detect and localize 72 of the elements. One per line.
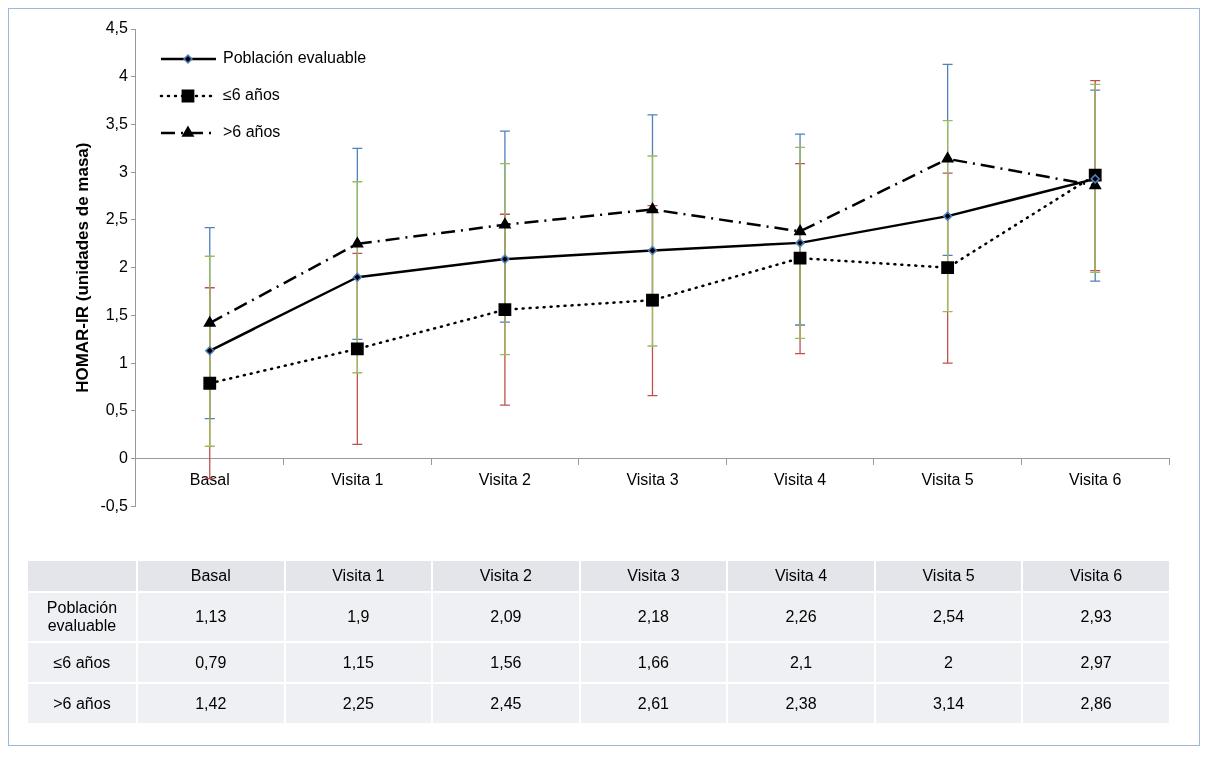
- point: [941, 152, 954, 163]
- data-label: 0,79: [136, 642, 285, 683]
- text: >6 años: [53, 694, 111, 712]
- data-label: 1,13: [136, 592, 285, 642]
- y-tick-label: 3: [119, 162, 129, 180]
- point: [352, 272, 363, 282]
- category-label: Visita 3: [627, 567, 680, 584]
- data-label: 2,93: [1022, 592, 1170, 642]
- data-label: 1,9: [284, 592, 433, 642]
- point: [1090, 174, 1100, 184]
- category-label: Visita 5: [922, 567, 975, 584]
- data-label: 2,61: [579, 683, 728, 724]
- y-axis-title: HOMAR-IR (unidades de masa): [72, 142, 92, 393]
- category-label: Visita 2: [479, 567, 532, 584]
- x-tick-label: Visita 4: [773, 470, 827, 488]
- data-label: 2,09: [432, 592, 580, 642]
- data-label: 3,14: [874, 683, 1023, 724]
- data-label: 1,42: [136, 683, 285, 724]
- x-tick-label: Basal: [189, 470, 230, 488]
- legend-label: >6 años: [222, 123, 281, 141]
- category-label: Basal: [190, 567, 231, 584]
- x-tick-label: Visita 6: [1069, 470, 1122, 488]
- y-tick-label: 1,5: [105, 305, 129, 323]
- data-label: 2,54: [874, 592, 1023, 642]
- y-tick-label: 2: [119, 258, 129, 276]
- point: [205, 346, 215, 356]
- y-tick-label: 0,5: [105, 401, 129, 419]
- y-tick-label: 2,5: [105, 210, 129, 228]
- point: [646, 202, 659, 214]
- data-label: 2: [874, 642, 1023, 683]
- point: [203, 376, 217, 390]
- data-label: 2,86: [1022, 683, 1170, 724]
- point: [203, 316, 216, 327]
- point: [500, 254, 510, 264]
- y-tick-label: 4,5: [105, 19, 129, 37]
- x-tick-label: Visita 5: [921, 470, 974, 488]
- point: [941, 261, 955, 275]
- point: [498, 217, 511, 229]
- data-label: 2,18: [579, 592, 728, 642]
- data-label: 2,97: [1022, 642, 1170, 683]
- data-label: 1,15: [284, 642, 433, 683]
- point: [794, 224, 807, 236]
- legend-label: ≤6 años: [222, 86, 280, 104]
- category-label: Visita 6: [1070, 567, 1123, 584]
- data-label: 1,56: [432, 642, 580, 683]
- data-label: 1,66: [579, 642, 728, 683]
- legend-label: Población evaluable: [222, 49, 367, 67]
- x-tick-label: Visita 2: [478, 470, 532, 488]
- y-tick-label: 3,5: [105, 114, 129, 132]
- data-label: 2,45: [432, 683, 580, 724]
- x-tick-label: Visita 3: [626, 470, 679, 488]
- text: Población evaluable: [46, 599, 118, 634]
- point: [793, 251, 807, 265]
- point: [646, 293, 659, 307]
- point: [647, 245, 658, 256]
- point: [350, 342, 364, 356]
- point: [942, 211, 953, 221]
- data-label: 2,26: [727, 592, 875, 642]
- point: [498, 303, 512, 317]
- point: [795, 238, 805, 248]
- data-label: 2,38: [727, 683, 875, 724]
- point: [351, 237, 364, 248]
- category-label: Visita 1: [332, 567, 385, 584]
- y-tick-label: 0: [119, 449, 129, 467]
- y-tick-label: -0,5: [100, 496, 129, 514]
- data-label: 2,1: [727, 642, 875, 683]
- data-label: 2,25: [284, 683, 433, 724]
- text: ≤6 años: [53, 653, 111, 671]
- category-label: Visita 4: [774, 567, 828, 584]
- x-tick-label: Visita 1: [331, 470, 384, 488]
- y-tick-label: 4: [119, 67, 129, 85]
- y-tick-label: 1: [119, 353, 129, 371]
